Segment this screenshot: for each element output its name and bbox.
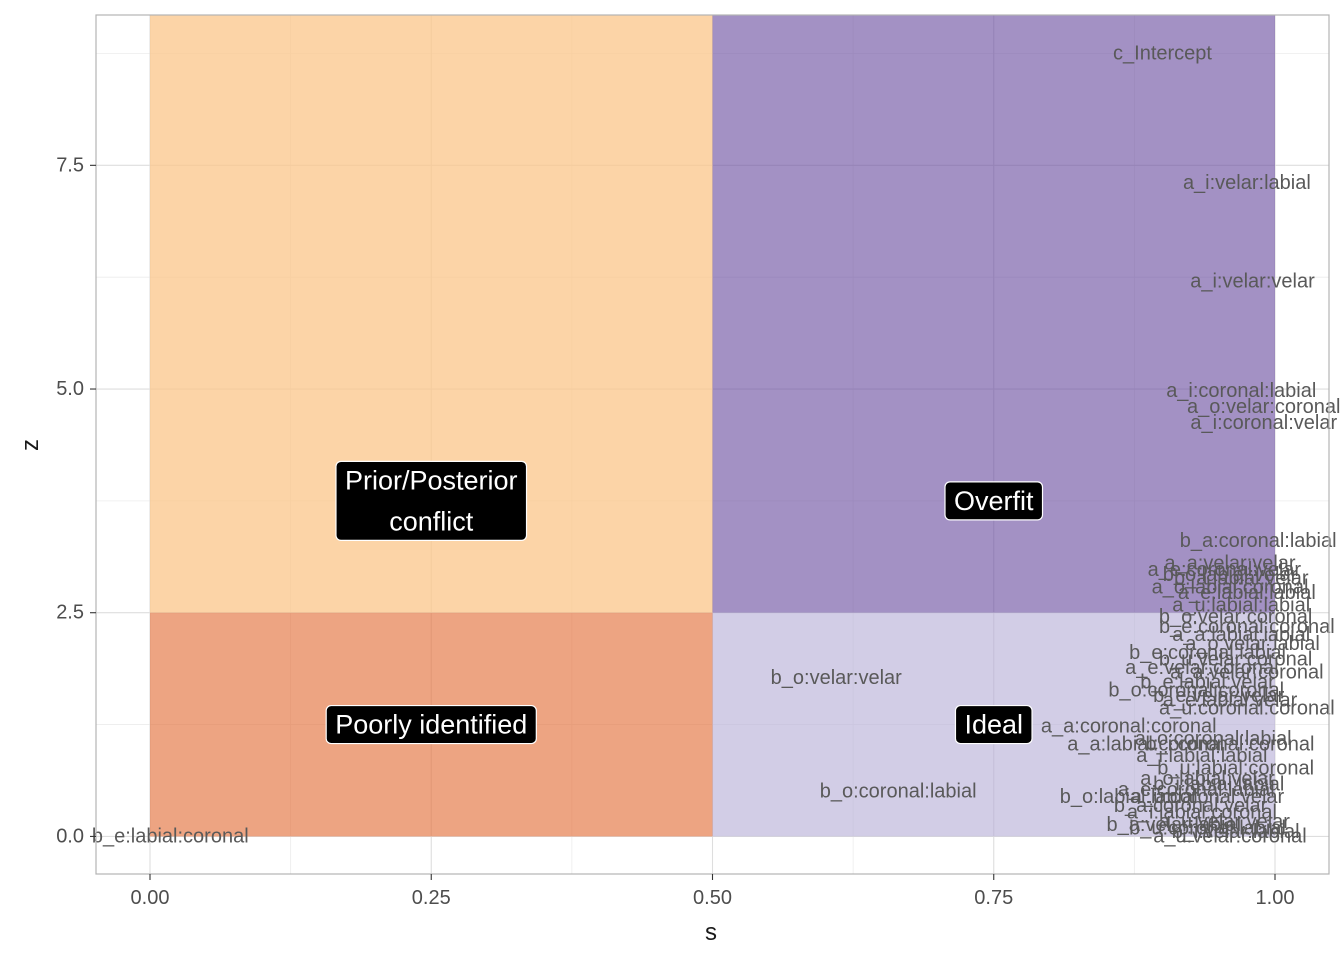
x-tick-label: 0.25 [412, 887, 451, 909]
x-axis-title: s [705, 919, 717, 946]
region-overfit [712, 15, 1275, 613]
point-label: b_o:coronal:labial [820, 781, 977, 803]
x-tick-label: 0.00 [131, 887, 170, 909]
y-tick-label: 5.0 [56, 378, 84, 400]
point-label: b_e:labial:velar [1140, 672, 1275, 694]
point-label: a_e:coronal:labial [1118, 779, 1275, 801]
axis-layer: 0.00 0.25 0.50 0.75 1.00 0.0 2.5 5.0 7.5 [56, 154, 1294, 909]
point-label: b_o:velar:velar [771, 667, 903, 689]
point-label: a_i:labial:labial [1136, 745, 1267, 767]
point-label: b_i:labial:labial [1153, 774, 1284, 796]
region-label-box [335, 460, 528, 541]
point-label: a_i:coronal:labial [1166, 380, 1316, 402]
point-label: a_e:velar:coronal [1125, 657, 1278, 679]
point-label: b_u:labial:coronal [1157, 757, 1314, 779]
point-label: a_u:coronal:coronal [1159, 697, 1335, 719]
region-label-ideal: Ideal [954, 704, 1033, 745]
y-axis-title: z [17, 439, 44, 451]
point-label: b_i:coronal:coronal [1146, 733, 1315, 755]
point-label: a_i:coronal:velar [1190, 412, 1337, 434]
x-tick-label: 1.00 [1256, 887, 1295, 909]
point-label: b_u:coronal:labial [1129, 817, 1286, 839]
point-label: a_a:coronal:coronal [1041, 715, 1217, 737]
x-tick-label: 0.50 [693, 887, 732, 909]
point-label: b_o:velar:coronal [1159, 606, 1312, 628]
point-label: a_i:velar:velar [1190, 271, 1315, 293]
point-label: a_e:coronal:velar [1148, 559, 1302, 581]
point-label: a_a:labial:coronal [1067, 733, 1224, 755]
point-label: a_i:velar:labial [1183, 172, 1311, 194]
point-label: b_o:coronal:coronal [1108, 680, 1284, 702]
region-label-box [325, 704, 537, 745]
region-label-text: Ideal [964, 710, 1023, 740]
point-label: a_a:labial:labial [1172, 624, 1310, 646]
region-label-box [944, 481, 1044, 521]
point-label: b_e:velar:velar [1153, 685, 1285, 707]
point-label: a_o:velar:labial [1185, 633, 1320, 655]
point-label: a_o:coronal:labial [1135, 728, 1292, 750]
point-label: a_u:velar:velar [1159, 811, 1291, 833]
point-label: a_u:labial:labial [1172, 595, 1310, 617]
region-label-text: Poorly identified [335, 710, 527, 740]
point-label: b_u:velar:coronal [1159, 648, 1312, 670]
point-label: b_o:labial:labial [1060, 786, 1198, 808]
y-tick-label: 2.5 [56, 602, 84, 624]
region-label-layer: Prior/Posterior conflict Poorly identified… [325, 460, 1044, 745]
point-label: b_a:velar:labial [1106, 814, 1241, 836]
point-label: b_e:labial:coronal [92, 825, 249, 847]
point-label: b_i:velar:labial [1172, 821, 1300, 843]
region-label-box [954, 704, 1033, 745]
region-label-text: Prior/Posterior [345, 465, 518, 495]
region-label-poorly-identified: Poorly identified [325, 704, 537, 745]
region-layer [150, 15, 1275, 837]
point-label: b_a:labial:velar [1174, 568, 1309, 590]
point-label: a_u:coronal:velar [1131, 786, 1285, 808]
point-label: a_a:velar:velar [1164, 553, 1296, 575]
point-label: a_u:velar:coronal [1153, 825, 1306, 847]
point-label: b_o:labial:velar [1163, 564, 1298, 586]
region-label-text: Overfit [954, 486, 1034, 516]
point-label: a_e:labial:labial [1178, 582, 1316, 604]
region-label-overfit: Overfit [944, 481, 1044, 521]
region-label-text: conflict [389, 506, 474, 536]
point-label: a_o:velar:coronal [1187, 396, 1340, 418]
point-label: b_a:coronal:labial [1180, 530, 1337, 552]
point-label: a_o:labial:velar [1140, 768, 1275, 790]
point-label: a_o:labial:coronal [1152, 577, 1309, 599]
point-label: b_a:coronal:velar [1114, 795, 1268, 817]
point-label: b_e:coronal:labial [1129, 642, 1286, 664]
region-label-prior-posterior-conflict: Prior/Posterior conflict [335, 460, 528, 541]
point-label: a_a:velar:coronal [1170, 662, 1323, 684]
y-tick-label: 7.5 [56, 154, 84, 176]
point-label: a_i:labial:coronal [1127, 801, 1277, 823]
point-label: a_e:labial:velar [1163, 689, 1298, 711]
point-label: b_e:coronal:coronal [1159, 616, 1335, 638]
point-label-layer: c_Intercept a_i:velar:labial a_i:velar:vel… [92, 42, 1341, 847]
point-label: c_Intercept [1113, 42, 1212, 64]
x-tick-label: 0.75 [974, 887, 1013, 909]
y-tick-label: 0.0 [56, 825, 84, 847]
